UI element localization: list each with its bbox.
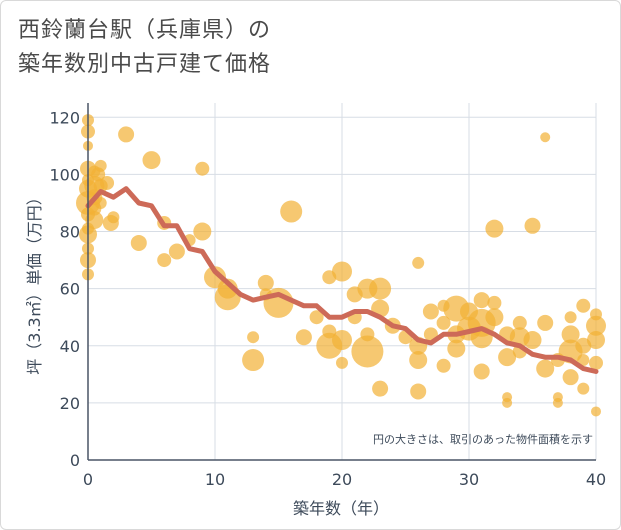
bubble-point [247,331,260,344]
bubble-point [589,355,603,370]
y-tick-label: 0 [70,451,80,470]
bubble-point [257,274,274,291]
bubble-point [100,175,115,190]
bubble-point [485,219,504,238]
bubble-layer [76,114,606,417]
bubble-point [564,311,577,324]
bubble-point [107,211,120,224]
bubble-point [512,315,527,330]
bubble-point [280,200,303,223]
bubble-point [436,358,451,373]
bubble-point [502,397,513,408]
bubble-point [295,329,312,346]
y-tick-label: 20 [60,394,80,413]
bubble-point [422,303,439,320]
bubble-point [536,359,555,378]
bubble-point [372,380,389,397]
bubble-point [577,354,590,367]
bubble-point [412,256,425,269]
bubble-point [118,126,135,143]
chart-title-line-2: 築年数別中古戸建て価格 [18,52,272,77]
average-price-line [85,186,599,374]
bubble-point [562,369,579,386]
y-axis-title: 坪（3.3㎡）単価（万円） [25,189,44,374]
bubble-point [168,243,185,260]
bubble-point [157,253,172,268]
bubble-point [561,325,580,344]
bubble-point [540,132,551,143]
bubble-point [360,327,375,342]
bubble-point [473,292,490,309]
x-tick-labels: 0 10 20 30 40 [83,470,606,489]
bubble-point [537,314,554,331]
bubble-point [130,234,147,251]
bubble-point [351,335,384,368]
bubble-point [336,356,348,369]
bubble-point [332,330,352,351]
y-tick-label: 60 [60,280,80,299]
bubble-point [142,151,161,170]
bubble-point [523,331,542,350]
bubble-point [94,159,107,172]
x-tick-label: 0 [83,470,93,489]
bubble-point [369,277,392,300]
x-axis-title: 築年数（年） [293,499,389,518]
bubble-point [473,363,490,380]
bubble-size-note: 円の大きさは、取引のあった物件面積を示す [373,432,593,446]
bubble-point [485,308,504,327]
y-tick-label: 40 [60,337,80,356]
bubble-point [242,349,265,372]
y-tick-labels: 0 20 40 60 80 100 120 [49,108,80,470]
axes [87,103,596,461]
bubble-point [436,315,451,330]
bubble-point [524,217,541,234]
bubble-point [591,406,601,417]
chart-title: 西鈴蘭台駅（兵庫県）の 築年数別中古戸建て価格 [18,14,271,82]
bubble-point [498,348,517,367]
bubble-point [409,351,428,370]
bubble-point [576,298,591,313]
y-tick-label: 120 [49,108,80,127]
chart-title-line-1: 西鈴蘭台駅（兵庫県）の [18,18,272,43]
y-tick-label: 100 [49,165,80,184]
bubble-point [94,196,107,209]
bubble-point [309,310,324,325]
x-tick-label: 30 [459,470,479,489]
bubble-point [586,315,606,336]
x-tick-label: 20 [332,470,352,489]
bubble-point [410,383,427,400]
bubble-point [487,295,502,310]
bubble-point [577,382,590,395]
bubble-point [447,339,466,358]
bubble-point [587,331,605,350]
bubble-point [195,161,210,176]
bubble-point [332,261,352,282]
y-tick-label: 80 [60,223,80,242]
trend-line-layer [85,186,599,374]
bubble-point [193,222,212,241]
bubble-point [85,211,104,230]
x-tick-label: 40 [586,470,606,489]
x-tick-label: 10 [205,470,225,489]
bubble-point [552,397,563,408]
